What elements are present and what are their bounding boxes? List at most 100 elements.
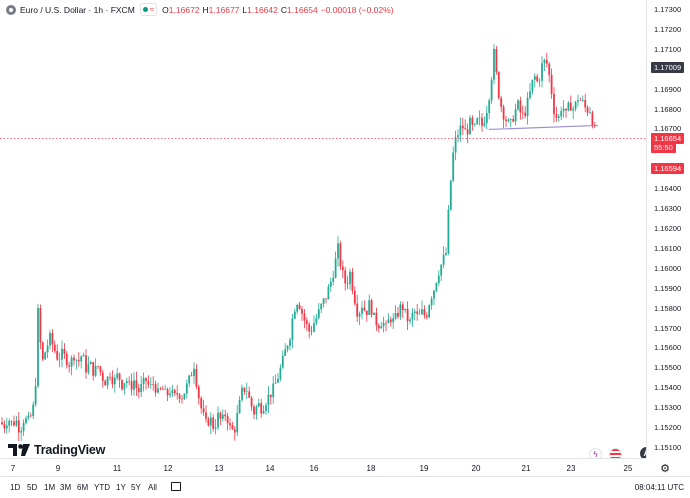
price-tick: 1.16900 bbox=[654, 84, 682, 94]
candle bbox=[457, 129, 459, 143]
candle bbox=[99, 365, 102, 376]
candle bbox=[49, 330, 51, 350]
range-button-1y[interactable]: 1Y bbox=[116, 483, 126, 492]
author-badge[interactable]: A bbox=[640, 447, 646, 458]
candle bbox=[358, 311, 361, 326]
candle bbox=[159, 386, 162, 391]
candle bbox=[440, 264, 443, 282]
candle bbox=[562, 100, 565, 118]
calendar-range-icon[interactable] bbox=[171, 482, 181, 491]
candle bbox=[365, 310, 368, 322]
candle bbox=[161, 385, 164, 390]
price-label-1: 1.17009 bbox=[651, 61, 685, 73]
chart-legend: Euro / U.S. Dollar · 1h · FXCM ≈ O 1.166… bbox=[6, 3, 397, 16]
candle bbox=[44, 351, 47, 360]
market-status-pill[interactable]: ≈ bbox=[139, 3, 158, 16]
us-flag-icon[interactable] bbox=[609, 448, 622, 458]
price-tick: 1.15200 bbox=[654, 423, 682, 433]
candle bbox=[13, 415, 15, 427]
candle bbox=[70, 355, 73, 376]
candle bbox=[173, 388, 176, 397]
candle bbox=[416, 304, 419, 321]
candle bbox=[262, 405, 265, 415]
chart-pane[interactable]: Euro / U.S. Dollar · 1h · FXCM ≈ O 1.166… bbox=[0, 0, 646, 458]
candle bbox=[382, 316, 385, 333]
candle bbox=[188, 374, 191, 388]
candle bbox=[248, 386, 251, 399]
range-button-all[interactable]: All bbox=[148, 483, 157, 492]
candle bbox=[589, 106, 591, 114]
candle bbox=[356, 294, 359, 323]
tradingview-logo[interactable]: TradingView bbox=[8, 443, 105, 457]
candle bbox=[68, 361, 71, 373]
candle bbox=[569, 95, 572, 111]
range-button-3m[interactable]: 3M bbox=[60, 483, 72, 492]
utc-clock[interactable]: 08:04:11 UTC bbox=[634, 483, 684, 492]
candle bbox=[106, 376, 109, 390]
candle bbox=[34, 377, 37, 407]
candle bbox=[154, 380, 157, 397]
candle bbox=[529, 83, 531, 100]
range-button-5d[interactable]: 5D bbox=[27, 483, 38, 492]
candle bbox=[109, 372, 111, 381]
candle bbox=[507, 117, 510, 123]
candle bbox=[267, 386, 270, 414]
time-axis[interactable]: 7 9 11 12 13 14 16 18 19 20 21 23 25 bbox=[0, 458, 646, 476]
range-button-1m[interactable]: 1M bbox=[44, 483, 56, 492]
candle bbox=[406, 301, 409, 331]
candle bbox=[490, 77, 493, 105]
candle bbox=[92, 361, 95, 381]
candle bbox=[349, 268, 351, 290]
range-button-ytd[interactable]: YTD bbox=[94, 483, 110, 492]
candle bbox=[581, 95, 584, 103]
candle bbox=[375, 307, 378, 331]
open-label: O bbox=[162, 4, 169, 15]
range-button-1d[interactable]: 1D bbox=[10, 483, 21, 492]
trendline[interactable] bbox=[488, 124, 599, 131]
candle bbox=[476, 117, 479, 126]
open-value: 1.16672 bbox=[168, 4, 200, 15]
candle bbox=[82, 352, 85, 357]
candle bbox=[226, 412, 229, 431]
candle bbox=[449, 180, 452, 211]
candle bbox=[409, 317, 411, 325]
candle bbox=[1, 417, 3, 426]
candle bbox=[197, 384, 200, 405]
candle bbox=[536, 73, 539, 83]
gear-icon[interactable]: ⚙ bbox=[660, 462, 670, 475]
candle bbox=[274, 374, 277, 384]
lightning-icon[interactable]: ϟ bbox=[589, 448, 602, 458]
candle bbox=[147, 375, 150, 388]
candle bbox=[145, 377, 147, 390]
price-axis[interactable]: 1.17300 1.17200 1.17100 1.16900 1.16800 1.167… bbox=[646, 0, 690, 458]
candlestick-chart[interactable] bbox=[0, 0, 646, 458]
candle bbox=[142, 372, 145, 392]
candle bbox=[51, 329, 54, 353]
candle bbox=[373, 312, 375, 316]
candle bbox=[344, 266, 347, 291]
candle bbox=[255, 404, 258, 420]
price-tick: 1.16300 bbox=[654, 204, 682, 214]
candle bbox=[289, 337, 291, 351]
price-tick: 1.15500 bbox=[654, 363, 682, 373]
candle bbox=[305, 317, 308, 331]
price-tick: 1.16200 bbox=[654, 224, 682, 233]
candle bbox=[130, 373, 133, 396]
candle bbox=[125, 377, 128, 388]
candle bbox=[233, 425, 236, 441]
candle bbox=[469, 115, 471, 135]
range-button-6m[interactable]: 6M bbox=[77, 483, 89, 492]
candle bbox=[260, 398, 263, 418]
candle bbox=[5, 417, 8, 434]
candle bbox=[212, 414, 215, 432]
candle bbox=[579, 97, 582, 101]
symbol-title[interactable]: Euro / U.S. Dollar · 1h · FXCM bbox=[20, 4, 135, 15]
range-button-5y[interactable]: 5Y bbox=[131, 483, 141, 492]
candle bbox=[517, 99, 519, 112]
time-tick: 20 bbox=[471, 464, 481, 473]
candle bbox=[157, 382, 159, 394]
bottom-toolbar: 1D 5D 1M 3M 6M YTD 1Y 5Y All 08:04:11 UTC bbox=[0, 476, 690, 498]
candle bbox=[63, 343, 66, 359]
candle bbox=[281, 350, 284, 369]
candle bbox=[308, 321, 311, 339]
